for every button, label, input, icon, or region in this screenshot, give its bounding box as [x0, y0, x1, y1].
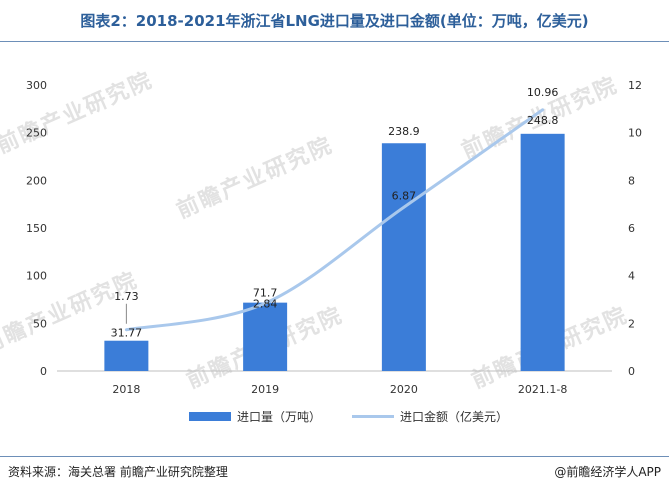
- line-path: [124, 108, 545, 332]
- x-tick-label: 2020: [390, 383, 418, 396]
- line-series: [124, 108, 545, 332]
- footer-divider: [0, 456, 669, 457]
- axes: 0 50 100 150 200 250 300 0 2 4 6 8 10 12 2018 2019 2020 2…: [26, 79, 642, 396]
- x-tick-label: 2018: [112, 383, 140, 396]
- bar-value-label: 238.9: [388, 125, 420, 138]
- source-note: 资料来源：海关总署 前瞻产业研究院整理: [8, 465, 228, 479]
- legend-label-bar: 进口量（万吨）: [237, 410, 322, 424]
- bar: [104, 340, 149, 371]
- y-left-tick-label: 0: [40, 365, 47, 378]
- bar-value-label: 71.7: [253, 287, 278, 300]
- line-value-label: 2.84: [253, 297, 278, 310]
- legend-label-line: 进口金额（亿美元）: [400, 410, 509, 424]
- legend: 进口量（万吨） 进口金额（亿美元）: [0, 408, 669, 428]
- line-value-label: 6.87: [392, 189, 417, 202]
- bar: [243, 302, 288, 371]
- legend-item-line: 进口金额（亿美元）: [352, 408, 508, 425]
- data-labels: 31.77 71.7 238.9 248.8 1.73 2.84 6.87 10.96: [111, 86, 559, 340]
- y-right-tick-label: 8: [628, 174, 635, 187]
- line-value-label: 1.73: [114, 290, 139, 303]
- y-right-tick-label: 6: [628, 222, 635, 235]
- y-right-tick-label: 10: [628, 127, 642, 140]
- y-right-tick-label: 12: [628, 79, 642, 92]
- y-left-tick-label: 250: [26, 127, 47, 140]
- y-left-tick-label: 300: [26, 79, 47, 92]
- bar-value-label: 248.8: [527, 114, 559, 127]
- legend-swatch-line: [352, 415, 394, 418]
- title-divider: [0, 41, 669, 42]
- bar-series: [104, 133, 565, 371]
- y-left-tick-label: 100: [26, 270, 47, 283]
- y-left-tick-label: 150: [26, 222, 47, 235]
- y-left-tick-label: 200: [26, 174, 47, 187]
- legend-item-bar: 进口量（万吨）: [189, 408, 321, 425]
- legend-swatch-bar: [189, 412, 231, 421]
- x-tick-label: 2019: [251, 383, 279, 396]
- x-tick-label: 2021.1-8: [518, 383, 567, 396]
- y-left-tick-label: 50: [33, 317, 47, 330]
- brand-credit: @前瞻经济学人APP: [554, 465, 661, 479]
- line-value-label: 10.96: [527, 86, 559, 99]
- bar-value-label: 31.77: [111, 327, 143, 340]
- bar: [520, 133, 565, 371]
- chart-title: 图表2：2018-2021年浙江省LNG进口量及进口金额(单位：万吨，亿美元): [80, 12, 589, 30]
- y-right-tick-label: 2: [628, 317, 635, 330]
- y-right-tick-label: 0: [628, 365, 635, 378]
- y-right-tick-label: 4: [628, 270, 635, 283]
- chart-plot: 0 50 100 150 200 250 300 0 2 4 6 8 10 12 2018 2019 2020 2…: [26, 79, 642, 396]
- bar: [381, 143, 426, 371]
